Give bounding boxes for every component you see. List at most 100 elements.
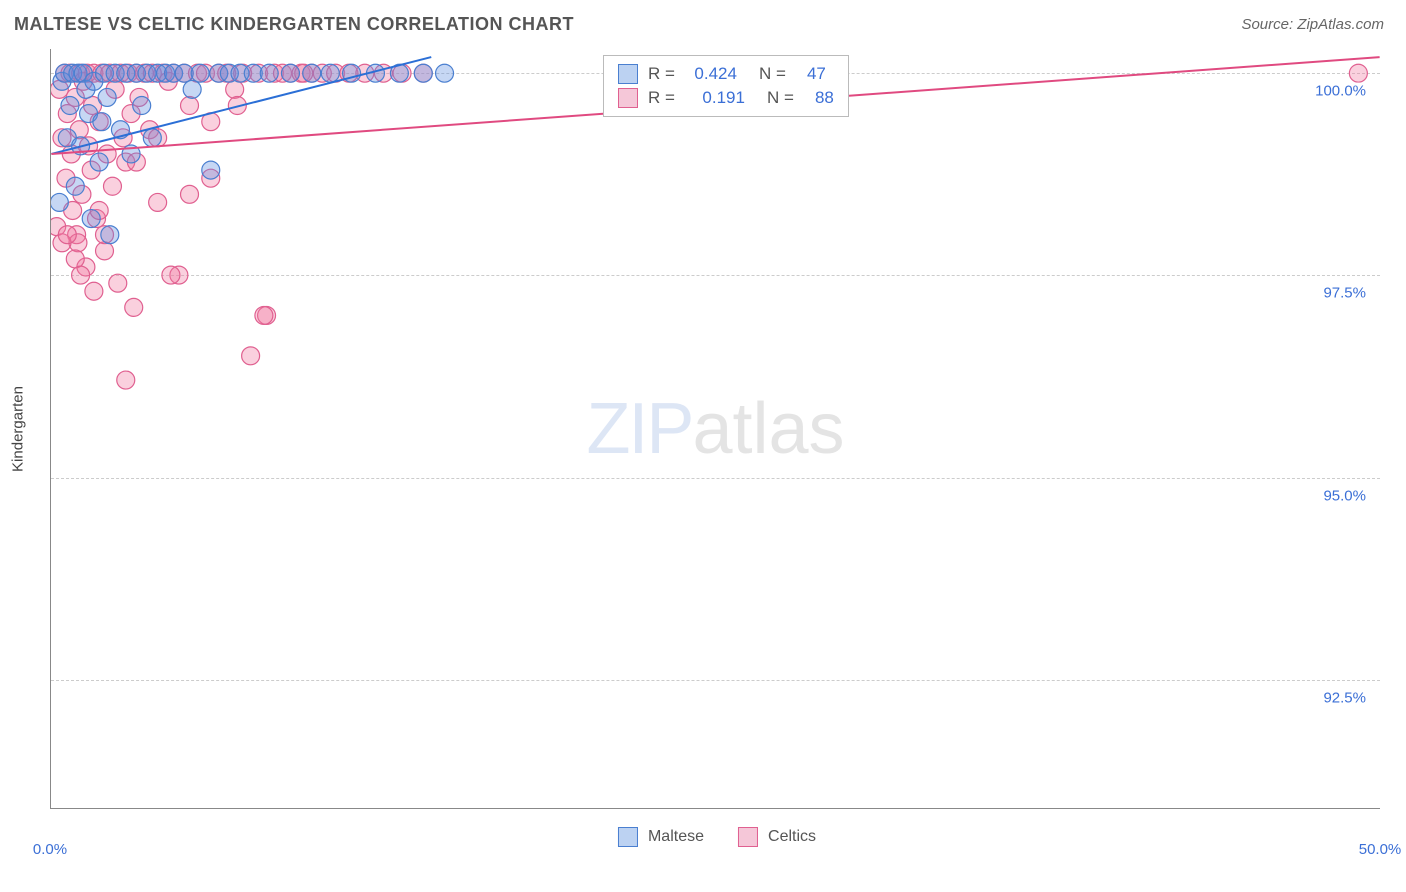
x-tick bbox=[982, 808, 983, 809]
scatter-point bbox=[130, 88, 148, 106]
scatter-point bbox=[66, 250, 84, 268]
grid-line bbox=[51, 275, 1380, 276]
chart-container: Kindergarten ZIPatlas R = 0.424 N = 47 R… bbox=[50, 49, 1384, 809]
scatter-point bbox=[117, 153, 135, 171]
legend-n-value-celtics: 88 bbox=[804, 88, 834, 108]
x-tick-label: 0.0% bbox=[33, 841, 67, 858]
scatter-point bbox=[149, 129, 167, 147]
scatter-point bbox=[96, 226, 114, 244]
legend-swatch-maltese bbox=[618, 64, 638, 84]
correlation-legend-box: R = 0.424 N = 47 R = 0.191 N = 88 bbox=[603, 55, 849, 117]
grid-line bbox=[51, 478, 1380, 479]
scatter-point bbox=[57, 169, 75, 187]
scatter-point bbox=[101, 226, 119, 244]
scatter-point bbox=[51, 80, 68, 98]
scatter-point bbox=[114, 129, 132, 147]
x-tick bbox=[583, 808, 584, 809]
chart-svg-overlay bbox=[51, 49, 1380, 808]
scatter-point bbox=[93, 113, 111, 131]
scatter-point bbox=[77, 258, 95, 276]
scatter-point bbox=[61, 97, 79, 115]
y-tick-label: 97.5% bbox=[1319, 285, 1370, 302]
scatter-point bbox=[106, 80, 124, 98]
series-swatch-maltese bbox=[618, 827, 638, 847]
x-tick bbox=[51, 808, 52, 809]
scatter-point bbox=[228, 97, 246, 115]
legend-n-label: N = bbox=[759, 64, 786, 84]
chart-source: Source: ZipAtlas.com bbox=[1241, 16, 1384, 33]
legend-row-celtics: R = 0.191 N = 88 bbox=[604, 86, 848, 110]
x-tick bbox=[184, 808, 185, 809]
series-swatch-celtics bbox=[738, 827, 758, 847]
scatter-point bbox=[64, 202, 82, 220]
legend-r-value-celtics: 0.191 bbox=[693, 88, 745, 108]
scatter-point bbox=[96, 242, 114, 260]
chart-header: MALTESE VS CELTIC KINDERGARTEN CORRELATI… bbox=[0, 0, 1406, 49]
scatter-point bbox=[53, 234, 71, 252]
x-tick bbox=[849, 808, 850, 809]
scatter-point bbox=[117, 371, 135, 389]
y-axis-label: Kindergarten bbox=[10, 386, 27, 472]
scatter-point bbox=[85, 282, 103, 300]
scatter-point bbox=[51, 218, 66, 236]
series-legend-item-celtics: Celtics bbox=[738, 827, 816, 847]
scatter-point bbox=[127, 153, 145, 171]
x-tick-label: 50.0% bbox=[1359, 841, 1402, 858]
scatter-point bbox=[72, 137, 90, 155]
legend-n-label: N = bbox=[767, 88, 794, 108]
scatter-point bbox=[149, 193, 167, 211]
x-tick bbox=[1248, 808, 1249, 809]
scatter-point bbox=[98, 88, 116, 106]
scatter-point bbox=[125, 298, 143, 316]
x-tick bbox=[716, 808, 717, 809]
scatter-point bbox=[84, 97, 102, 115]
legend-r-label: R = bbox=[648, 64, 675, 84]
chart-title: MALTESE VS CELTIC KINDERGARTEN CORRELATI… bbox=[14, 14, 574, 35]
scatter-point bbox=[70, 121, 88, 139]
scatter-point bbox=[159, 72, 177, 90]
scatter-point bbox=[58, 226, 76, 244]
scatter-point bbox=[202, 113, 220, 131]
scatter-point bbox=[183, 80, 201, 98]
scatter-point bbox=[98, 145, 116, 163]
scatter-point bbox=[109, 274, 127, 292]
series-label-celtics: Celtics bbox=[768, 828, 816, 846]
scatter-point bbox=[202, 169, 220, 187]
scatter-point bbox=[69, 234, 87, 252]
scatter-point bbox=[53, 72, 71, 90]
regression-line bbox=[51, 57, 431, 154]
legend-swatch-celtics bbox=[618, 88, 638, 108]
x-tick bbox=[450, 808, 451, 809]
series-legend: Maltese Celtics bbox=[618, 827, 816, 847]
scatter-point bbox=[242, 347, 260, 365]
x-tick bbox=[1115, 808, 1116, 809]
scatter-point bbox=[255, 306, 273, 324]
scatter-point bbox=[85, 72, 103, 90]
scatter-point bbox=[82, 210, 100, 228]
scatter-point bbox=[88, 210, 106, 228]
y-tick-label: 95.0% bbox=[1319, 487, 1370, 504]
legend-r-label: R = bbox=[648, 88, 675, 108]
watermark: ZIPatlas bbox=[586, 388, 844, 470]
scatter-point bbox=[122, 105, 140, 123]
scatter-point bbox=[181, 185, 199, 203]
scatter-point bbox=[133, 97, 151, 115]
series-label-maltese: Maltese bbox=[648, 828, 704, 846]
scatter-point bbox=[62, 145, 80, 163]
scatter-point bbox=[143, 129, 161, 147]
scatter-point bbox=[103, 177, 121, 195]
series-legend-item-maltese: Maltese bbox=[618, 827, 704, 847]
scatter-point bbox=[74, 72, 92, 90]
legend-n-value-maltese: 47 bbox=[796, 64, 826, 84]
scatter-point bbox=[77, 80, 95, 98]
scatter-point bbox=[80, 137, 98, 155]
scatter-point bbox=[226, 80, 244, 98]
scatter-point bbox=[141, 121, 159, 139]
scatter-point bbox=[90, 202, 108, 220]
scatter-point bbox=[80, 105, 98, 123]
scatter-point bbox=[122, 145, 140, 163]
legend-row-maltese: R = 0.424 N = 47 bbox=[604, 62, 848, 86]
scatter-point bbox=[66, 177, 84, 195]
scatter-point bbox=[58, 105, 76, 123]
y-tick-label: 92.5% bbox=[1319, 689, 1370, 706]
